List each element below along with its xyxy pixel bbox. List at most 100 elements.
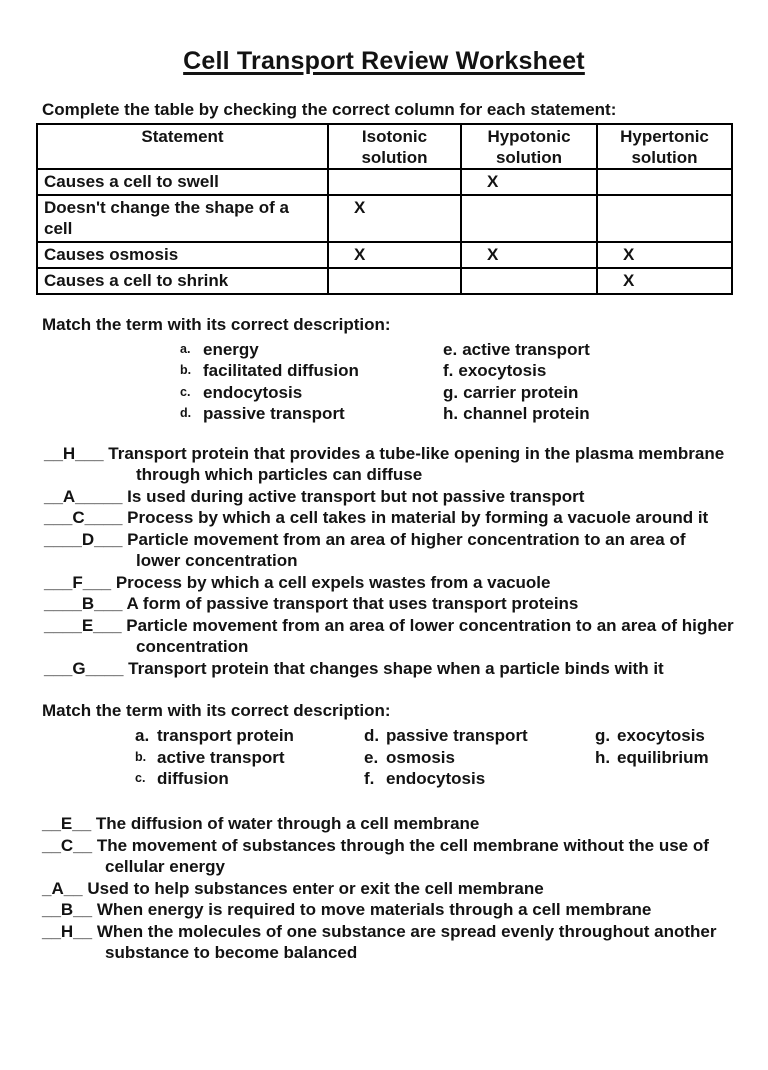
match2-list: a. transport protein b. active transport c… [135,725,738,789]
col-header-hypertonic: Hypertonic solution [596,123,733,170]
term-letter: b. [180,363,192,378]
match1-term: d. passive transport [180,403,443,424]
match1-term: c. endocytosis [180,382,443,403]
match1-term: f. exocytosis [443,360,546,381]
match1-row: d. passive transport h. channel protein [180,403,738,424]
quiz-statement: ____B___ A form of passive transport tha… [44,594,579,614]
hypotonic-cell: X [460,168,598,196]
term-label: exocytosis [617,726,705,746]
match2-term: e. osmosis [364,747,595,768]
match1-row: b. facilitated diffusion f. exocytosis [180,360,738,381]
term-letter: a. [135,726,150,746]
term-label: diffusion [157,768,229,788]
term-label: transport protein [157,726,294,746]
quiz-statement: __A_____ Is used during active transport… [44,486,585,506]
col-header-isotonic: Isotonic solution [327,123,462,170]
term-letter: h. [595,747,611,767]
term-label: channel protein [463,404,590,424]
table-row: Doesn't change the shape of a cell X [36,194,733,243]
match1-term: a. energy [180,339,443,360]
page-title: Cell Transport Review Worksheet [0,46,768,77]
table-row: Causes a cell to shrink X [36,267,733,295]
match1-list: a. energy e. active transport b. facilitate… [180,339,738,425]
term-letter: g. [443,382,459,402]
hypertonic-cell: X [596,241,733,269]
isotonic-cell: X [327,241,462,269]
quiz-statement: __H__ When the molecules of one substanc… [42,921,717,963]
hypotonic-cell [460,267,598,295]
hypotonic-cell: X [460,241,598,269]
worksheet-content: Complete the table by checking the corre… [0,99,768,964]
match2-column: d. passive transport e. osmosis f. endocyto… [364,725,595,789]
isotonic-cell [327,267,462,295]
term-label: energy [203,340,259,359]
quiz1-statements: __H___ Transport protein that provides a… [44,443,734,680]
match2-term: g. exocytosis [595,725,738,746]
match1-row: a. energy e. active transport [180,339,738,360]
match2-column: g. exocytosis h. equilibrium [595,725,738,789]
term-label: osmosis [386,747,455,767]
match1-term: b. facilitated diffusion [180,360,443,381]
match2-term: d. passive transport [364,725,595,746]
isotonic-cell [327,168,462,196]
hypotonic-cell [460,194,598,243]
worksheet-page: Cell Transport Review Worksheet Complete… [0,46,768,1070]
quiz-statement: __H___ Transport protein that provides a… [44,443,725,485]
term-letter: d. [180,406,192,421]
table-header-row: Statement Isotonic solution Hypotonic so… [36,123,733,170]
term-letter: c. [180,384,191,399]
term-label: passive transport [386,726,528,746]
col-header-hypotonic: Hypotonic solution [460,123,598,170]
tonicity-table: Statement Isotonic solution Hypotonic so… [36,123,733,295]
quiz-statement: ___G____ Transport protein that changes … [44,658,664,678]
match2-heading: Match the term with its correct descript… [42,701,391,721]
term-label: active transport [462,340,590,359]
quiz-statement: __B__ When energy is required to move ma… [42,900,652,920]
isotonic-cell: X [327,194,462,243]
hypertonic-cell: X [596,267,733,295]
quiz-statement: ____E___ Particle movement from an area … [44,615,734,657]
match2-term: c. diffusion [135,768,364,789]
term-label: active transport [157,747,285,767]
match1-term: h. channel protein [443,403,590,424]
term-label: endocytosis [386,768,486,788]
quiz-statement: _A__ Used to help substances enter or ex… [42,878,544,898]
quiz-statement: ___F___ Process by which a cell expels w… [44,572,551,592]
hypertonic-cell [596,168,733,196]
match2-term: h. equilibrium [595,747,738,768]
statement-cell: Doesn't change the shape of a cell [36,194,329,243]
statement-cell: Causes osmosis [36,241,329,269]
quiz2-statements: __E__ The diffusion of water through a c… [42,813,730,964]
table-row: Causes a cell to swell X [36,168,733,196]
term-letter: f. [443,361,454,381]
term-letter: g. [595,726,611,746]
term-label: facilitated diffusion [203,361,359,381]
term-letter: e. [364,747,379,767]
term-letter: a. [180,342,191,356]
statement-cell: Causes a cell to swell [36,168,329,196]
quiz-statement: ____D___ Particle movement from an area … [44,529,686,571]
quiz-statement: __C__ The movement of substances through… [42,835,709,877]
term-letter: d. [364,726,380,746]
table-row: Causes osmosis X X X [36,241,733,269]
hypertonic-cell [596,194,733,243]
term-letter: c. [135,770,146,785]
quiz-statement: __E__ The diffusion of water through a c… [42,814,480,834]
quiz-statement: ___C____ Process by which a cell takes i… [44,508,709,528]
col-header-statement: Statement [36,123,329,170]
match1-term: g. carrier protein [443,382,578,403]
statement-cell: Causes a cell to shrink [36,267,329,295]
term-label: passive transport [203,404,345,424]
match2-term: a. transport protein [135,725,364,746]
term-label: endocytosis [203,382,303,402]
term-letter: b. [135,749,147,764]
match2-column: a. transport protein b. active transport c… [135,725,364,789]
term-letter: h. [443,404,459,424]
match1-heading: Match the term with its correct descript… [42,315,391,334]
page-title-text: Cell Transport Review Worksheet [183,47,585,75]
term-label: exocytosis [458,361,547,381]
term-letter: f. [364,768,375,788]
table-instruction: Complete the table by checking the corre… [42,100,617,119]
match1-term: e. active transport [443,339,590,360]
match2-term: b. active transport [135,747,364,768]
